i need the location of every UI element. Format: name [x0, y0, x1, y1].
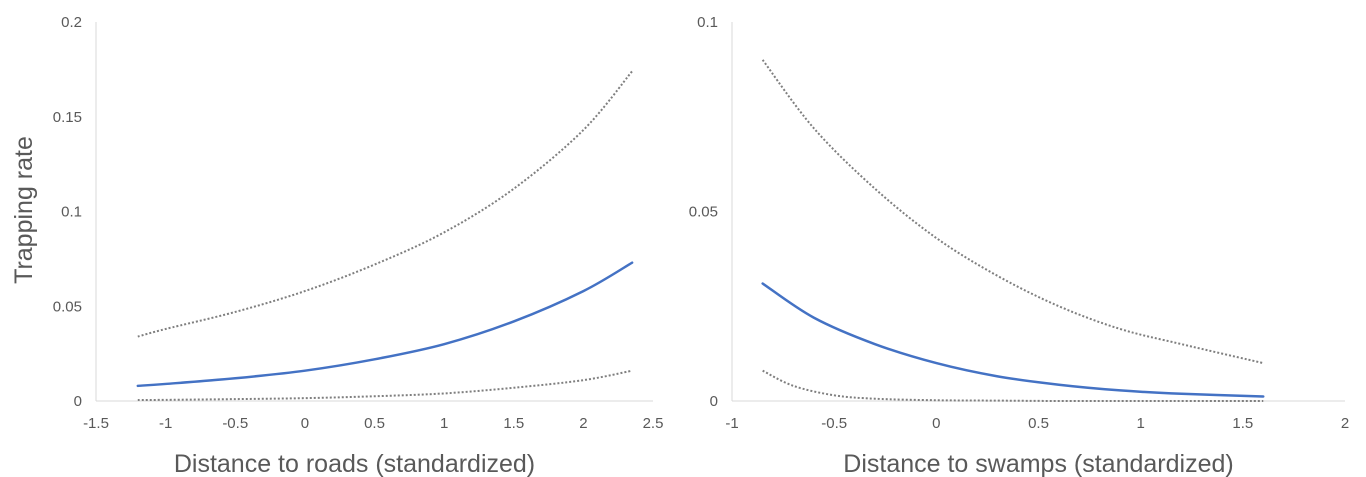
x-tick-label: -0.5 [222, 415, 248, 432]
x-axis-title: Distance to swamps (standardized) [843, 450, 1233, 477]
x-tick-label: 1 [1136, 415, 1144, 432]
x-tick-label: -1 [159, 415, 172, 432]
estimate-line [761, 282, 1265, 398]
x-tick-label: 2 [1341, 415, 1349, 432]
x-tick-label: 1.5 [503, 415, 524, 432]
x-tick-label: 0 [301, 415, 309, 432]
x-tick-label: 1 [440, 415, 448, 432]
y-tick-label: 0.05 [689, 204, 718, 221]
estimate-line [136, 261, 634, 388]
x-tick-label: 0.5 [364, 415, 385, 432]
y-tick-label: 0 [74, 393, 82, 410]
x-tick-label: 2 [579, 415, 587, 432]
lower-confidence-line [137, 369, 633, 402]
x-tick-label: 1.5 [1232, 415, 1253, 432]
lower-confidence-line [762, 369, 1264, 403]
y-tick-label: 0.1 [61, 204, 82, 221]
chart-panel-roads: 0 0.05 0.1 0.15 0.2 -1.5 -1 -0.5 0 0.5 1 1.5 2 2.5 Dis… [10, 14, 663, 477]
upper-confidence-line [137, 70, 633, 338]
x-tick-label: -1 [725, 415, 738, 432]
chart-panel-swamps: 0 0.05 0.1 -1 -0.5 0 0.5 1 1.5 2 Distance to swamp… [689, 14, 1349, 477]
upper-confidence-line [761, 59, 1264, 365]
y-tick-label: 0.2 [61, 14, 82, 31]
x-tick-label: -0.5 [821, 415, 847, 432]
y-tick-label: 0.05 [53, 298, 82, 315]
y-axis-title: Trapping rate [10, 136, 38, 284]
x-tick-label: 0.5 [1028, 415, 1049, 432]
x-tick-label: 0 [932, 415, 940, 432]
x-axis-title: Distance to roads (standardized) [174, 450, 535, 477]
y-tick-label: 0.15 [53, 109, 82, 126]
y-tick-label: 0 [710, 393, 718, 410]
x-tick-label: 2.5 [643, 415, 664, 432]
x-tick-label: -1.5 [83, 415, 109, 432]
y-tick-label: 0.1 [697, 14, 718, 31]
